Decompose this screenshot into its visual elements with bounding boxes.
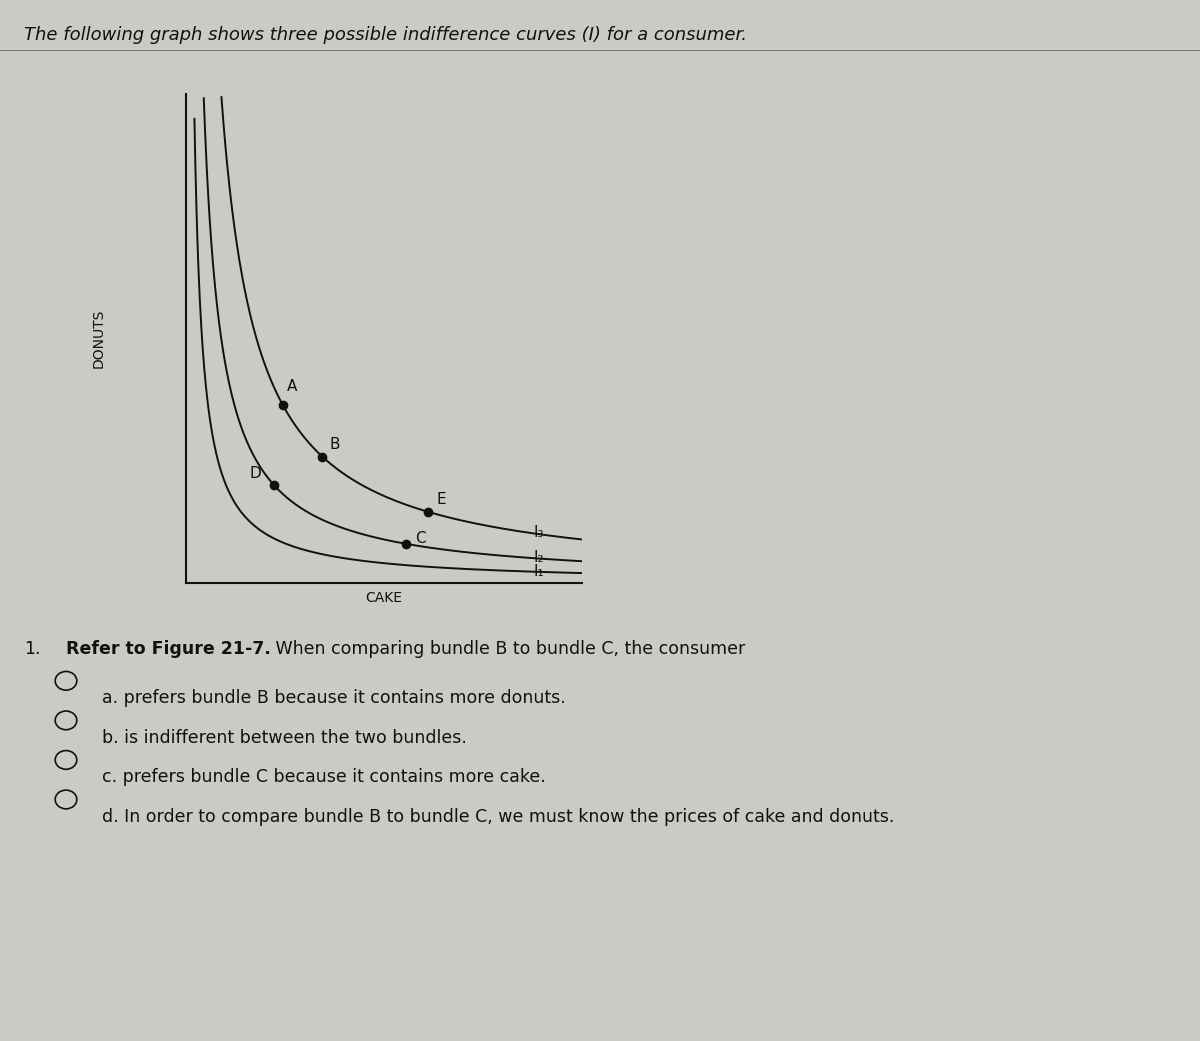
Text: The following graph shows three possible indifference curves (I) for a consumer.: The following graph shows three possible…	[24, 26, 746, 44]
Text: DONUTS: DONUTS	[92, 308, 106, 369]
Text: d. In order to compare bundle B to bundle C, we must know the prices of cake and: d. In order to compare bundle B to bundl…	[102, 808, 894, 826]
Text: When comparing bundle B to bundle C, the consumer: When comparing bundle B to bundle C, the…	[270, 640, 745, 658]
Text: D: D	[250, 465, 262, 481]
Text: c. prefers bundle C because it contains more cake.: c. prefers bundle C because it contains …	[102, 768, 546, 786]
Text: b. is indifferent between the two bundles.: b. is indifferent between the two bundle…	[102, 729, 467, 746]
Text: E: E	[437, 492, 446, 507]
Text: I₃: I₃	[534, 526, 544, 540]
Text: I₂: I₂	[534, 551, 545, 565]
X-axis label: CAKE: CAKE	[366, 591, 402, 605]
Text: I₁: I₁	[534, 564, 545, 579]
Text: Refer to Figure 21-7.: Refer to Figure 21-7.	[66, 640, 271, 658]
Text: 1.: 1.	[24, 640, 41, 658]
Text: C: C	[415, 531, 426, 545]
Text: a. prefers bundle B because it contains more donuts.: a. prefers bundle B because it contains …	[102, 689, 565, 707]
Text: B: B	[330, 437, 340, 452]
Text: A: A	[287, 379, 298, 395]
